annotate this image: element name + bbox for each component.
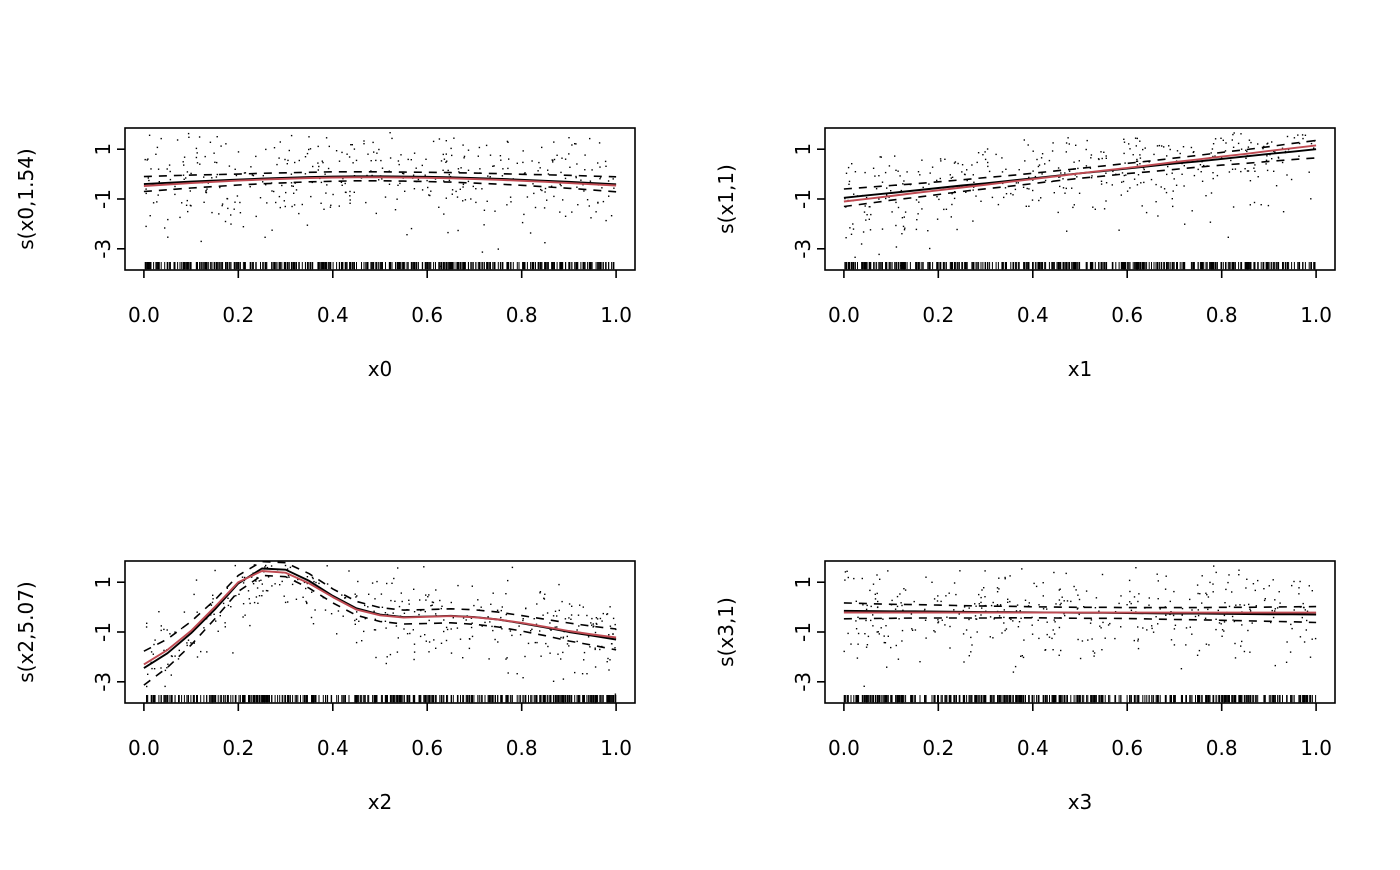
x-tick-label: 0.8 bbox=[506, 303, 538, 327]
x-tick-label: 0.4 bbox=[317, 303, 349, 327]
plot-region bbox=[843, 132, 1317, 270]
panel-s-x2: 0.0 0.2 0.4 0.6 0.8 1.0 -3 -1 1 x2 s(x2,5.07) bbox=[0, 433, 700, 866]
ci-lower-line bbox=[843, 617, 1317, 624]
x-tick-label: 0.2 bbox=[922, 736, 954, 760]
plot-frame bbox=[824, 127, 1336, 271]
residual-points bbox=[843, 565, 1317, 687]
true-function-line bbox=[143, 176, 617, 187]
y-axis-label: s(x2,5.07) bbox=[14, 581, 38, 682]
y-axis-label: s(x3,1) bbox=[714, 597, 738, 667]
x-tick-label: 1.0 bbox=[600, 303, 632, 327]
x-tick-label: 0.0 bbox=[128, 736, 160, 760]
panel-s-x3: 0.0 0.2 0.4 0.6 0.8 1.0 -3 -1 1 x3 s(x3,1) bbox=[700, 433, 1400, 866]
y-tick-label: -3 bbox=[91, 672, 115, 692]
x-axis-label: x2 bbox=[368, 790, 393, 814]
x-tick-label: 0.4 bbox=[1017, 303, 1049, 327]
x-tick-label: 0.6 bbox=[411, 736, 443, 760]
panel-x3-svg: 0.0 0.2 0.4 0.6 0.8 1.0 -3 -1 1 x3 s(x3,1) bbox=[714, 560, 1336, 814]
residual-points bbox=[844, 132, 1316, 267]
residual-points bbox=[144, 132, 615, 268]
panel-x0-svg: 0.0 0.2 0.4 0.6 0.8 1.0 -3 -1 1 x0 s(x0,1.54) bbox=[14, 127, 636, 381]
panel-s-x0: 0.0 0.2 0.4 0.6 0.8 1.0 -3 -1 1 x0 s(x0,1.54) bbox=[0, 0, 700, 433]
y-tick-label: 1 bbox=[791, 143, 815, 156]
y-axis-label: s(x1,1) bbox=[714, 164, 738, 234]
y-tick-label: 1 bbox=[791, 576, 815, 589]
x-tick-label: 0.6 bbox=[1111, 736, 1143, 760]
y-tick-label: -3 bbox=[91, 239, 115, 259]
plot-frame bbox=[124, 127, 636, 271]
rug-marks bbox=[843, 695, 1317, 703]
plot-region bbox=[143, 132, 617, 270]
x-tick-label: 0.6 bbox=[1111, 303, 1143, 327]
y-tick-label: 1 bbox=[91, 143, 115, 156]
x-tick-label: 0.4 bbox=[317, 736, 349, 760]
y-tick-label: -3 bbox=[791, 239, 815, 259]
rug-marks bbox=[146, 695, 617, 703]
panel-s-x1: 0.0 0.2 0.4 0.6 0.8 1.0 -3 -1 1 x1 s(x1,1) bbox=[700, 0, 1400, 433]
x-axis-label: x0 bbox=[368, 357, 393, 381]
y-tick-label: -1 bbox=[791, 189, 815, 209]
x-axis-label: x1 bbox=[1068, 357, 1093, 381]
x-tick-label: 0.0 bbox=[828, 736, 860, 760]
y-tick-label: -1 bbox=[791, 622, 815, 642]
x-tick-label: 1.0 bbox=[1300, 736, 1332, 760]
true-function-line bbox=[843, 144, 1317, 203]
plot-frame bbox=[124, 560, 636, 704]
x-tick-label: 0.0 bbox=[128, 303, 160, 327]
x-tick-label: 1.0 bbox=[600, 736, 632, 760]
ci-lower-line bbox=[143, 180, 617, 193]
x-tick-label: 0.8 bbox=[1206, 736, 1238, 760]
y-tick-label: -1 bbox=[91, 189, 115, 209]
x-axis-label: x3 bbox=[1068, 790, 1093, 814]
x-tick-label: 0.0 bbox=[828, 303, 860, 327]
x-tick-label: 0.6 bbox=[411, 303, 443, 327]
ci-upper-line bbox=[143, 560, 617, 652]
plot-region bbox=[143, 560, 617, 703]
plot-frame bbox=[824, 560, 1336, 704]
y-axis-label: s(x0,1.54) bbox=[14, 148, 38, 249]
ci-lower-line bbox=[843, 157, 1317, 208]
ci-lower-line bbox=[143, 574, 617, 686]
x-tick-label: 0.4 bbox=[1017, 736, 1049, 760]
true-function-line bbox=[143, 570, 617, 666]
panel-x2-svg: 0.0 0.2 0.4 0.6 0.8 1.0 -3 -1 1 x2 s(x2,5.07) bbox=[14, 560, 636, 814]
x-tick-label: 0.2 bbox=[222, 736, 254, 760]
y-tick-label: 1 bbox=[91, 576, 115, 589]
panel-x1-svg: 0.0 0.2 0.4 0.6 0.8 1.0 -3 -1 1 x1 s(x1,1) bbox=[714, 127, 1336, 381]
fit-line bbox=[143, 175, 617, 186]
x-tick-label: 0.2 bbox=[922, 303, 954, 327]
ci-upper-line bbox=[843, 139, 1317, 190]
x-tick-label: 1.0 bbox=[1300, 303, 1332, 327]
x-tick-label: 0.8 bbox=[1206, 303, 1238, 327]
ci-upper-line bbox=[843, 602, 1317, 609]
ci-upper-line bbox=[143, 171, 617, 178]
residual-points bbox=[145, 564, 617, 695]
x-tick-label: 0.8 bbox=[506, 736, 538, 760]
plot-region bbox=[843, 565, 1317, 703]
x-tick-label: 0.2 bbox=[222, 303, 254, 327]
rug-marks bbox=[144, 262, 615, 270]
y-tick-label: -1 bbox=[91, 622, 115, 642]
rug-marks bbox=[844, 262, 1316, 270]
y-tick-label: -3 bbox=[791, 672, 815, 692]
